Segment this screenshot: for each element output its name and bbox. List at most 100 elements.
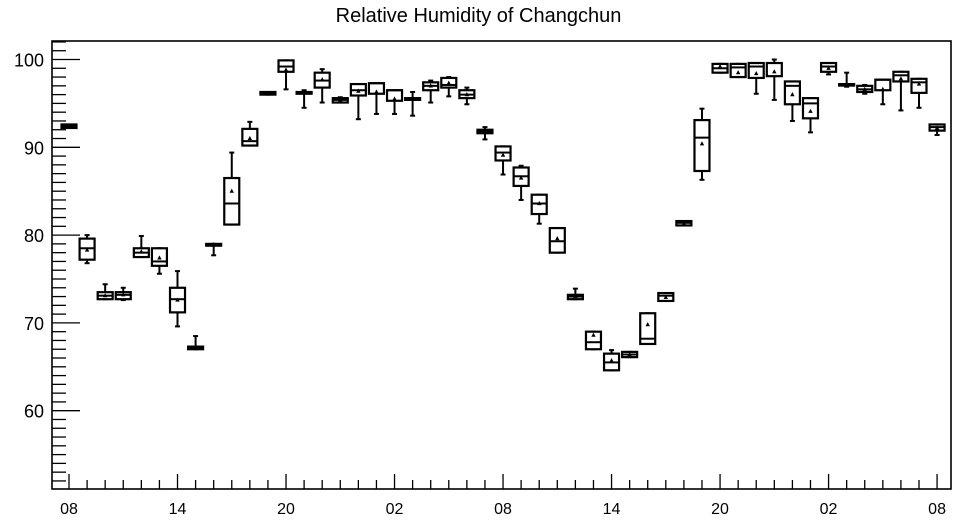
box-plot-item	[711, 62, 729, 74]
x-tick-label: 20	[711, 501, 729, 518]
interquartile-box	[223, 176, 241, 226]
mean-marker	[772, 69, 777, 74]
mean-marker	[175, 297, 180, 302]
box-plot-item	[765, 58, 783, 101]
box-plot-item	[566, 287, 584, 301]
interquartile-box	[584, 330, 603, 351]
mean-marker	[84, 247, 90, 252]
mean-marker	[265, 91, 271, 96]
mean-marker	[338, 97, 343, 102]
box-plot-item	[910, 77, 928, 109]
box-plot-item	[132, 234, 150, 259]
mean-marker	[790, 92, 795, 97]
mean-marker	[410, 95, 415, 100]
box-plot-item	[404, 90, 422, 117]
box-plot-item	[150, 247, 169, 275]
y-tick-label: 100	[14, 51, 44, 71]
mean-marker	[518, 175, 524, 180]
x-tick-label: 02	[820, 501, 838, 518]
box-plot-item	[114, 286, 132, 302]
box-plot-item	[186, 335, 205, 351]
box-plot-item	[422, 79, 440, 104]
box-plot-item	[639, 312, 657, 346]
mean-marker	[555, 236, 560, 241]
box-plot-item	[295, 89, 313, 109]
interquartile-box	[693, 118, 711, 173]
box-plot-item	[78, 234, 96, 265]
box-plot-item	[819, 61, 838, 76]
mean-marker	[229, 188, 234, 193]
x-tick-label: 14	[169, 501, 187, 518]
y-tick-label: 90	[24, 138, 44, 158]
box-plot-item	[259, 90, 277, 96]
box-plot-item	[548, 226, 566, 254]
mean-marker	[627, 351, 632, 357]
box-plot-item	[892, 70, 910, 112]
interquartile-box	[747, 61, 765, 80]
mean-marker	[663, 294, 669, 300]
box-plot-item	[205, 242, 223, 257]
box-plot-item	[747, 61, 765, 95]
mean-marker	[699, 141, 705, 146]
box-plot-item	[277, 59, 295, 91]
mean-marker	[193, 344, 198, 350]
box-plot-item	[313, 68, 331, 104]
x-axis: 08 14 20 02 08 14 20 02 08	[60, 474, 946, 518]
box-plot-item	[801, 97, 820, 134]
box-plot-item	[621, 350, 639, 359]
box-plot-item	[494, 145, 512, 176]
box-plot-item	[856, 83, 874, 95]
mean-marker	[573, 293, 578, 299]
y-tick-label: 70	[24, 314, 44, 334]
mean-marker	[735, 70, 741, 75]
mean-marker	[157, 255, 162, 260]
mean-marker	[808, 108, 813, 113]
mean-marker	[211, 242, 216, 247]
mean-marker	[717, 63, 723, 69]
box-plot-item	[367, 82, 386, 115]
mean-marker	[102, 293, 108, 298]
mean-marker	[754, 70, 759, 76]
box-plot-item	[602, 349, 621, 372]
box-plot-item	[783, 80, 802, 122]
mean-marker	[464, 92, 470, 97]
y-axis: 60 70 80 90 100	[14, 41, 80, 482]
plot-frame	[51, 40, 952, 490]
interquartile-box	[910, 77, 928, 94]
box-plot-item	[440, 76, 458, 98]
interquartile-box	[639, 312, 657, 346]
box-plot-item	[241, 120, 259, 147]
box-plot-item	[331, 96, 349, 104]
y-tick-label: 80	[24, 226, 44, 246]
box-plot-item	[168, 270, 187, 328]
mean-marker	[862, 86, 867, 91]
mean-marker	[880, 86, 886, 91]
mean-marker	[844, 81, 849, 86]
box-plot-item	[729, 62, 747, 79]
mean-marker	[916, 81, 922, 86]
box-plot-item	[223, 151, 241, 226]
mean-marker	[500, 152, 506, 157]
x-tick-label: 20	[277, 501, 295, 518]
mean-marker	[66, 123, 72, 128]
mean-marker	[446, 80, 451, 85]
mean-marker	[374, 89, 379, 94]
box-plot-item	[458, 86, 476, 106]
mean-marker	[934, 125, 940, 130]
x-tick-label: 08	[60, 501, 78, 518]
mean-marker	[609, 358, 614, 363]
mean-marker	[301, 90, 307, 95]
mean-marker	[247, 135, 253, 141]
box-plot-item	[874, 78, 892, 106]
mean-marker	[537, 200, 542, 206]
mean-marker	[319, 77, 325, 82]
box-plot-item	[60, 123, 78, 130]
box-plot-item	[928, 123, 946, 137]
chart-title: Relative Humidity of Changchun	[335, 5, 622, 27]
box-plot-item	[385, 89, 404, 115]
mean-marker	[591, 332, 596, 337]
mean-marker	[681, 221, 687, 226]
x-tick-label: 02	[386, 501, 404, 518]
x-tick-label: 14	[603, 501, 621, 518]
